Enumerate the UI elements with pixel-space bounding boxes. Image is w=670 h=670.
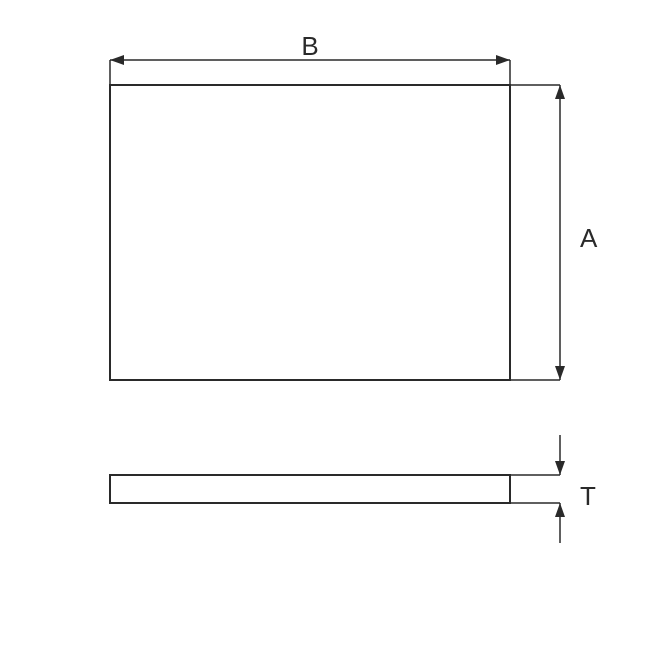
dimension-drawing: B A T (0, 0, 670, 670)
dimension-t-label: T (580, 481, 596, 511)
dimension-b-label: B (301, 31, 318, 61)
dimension-a-label: A (580, 223, 598, 253)
